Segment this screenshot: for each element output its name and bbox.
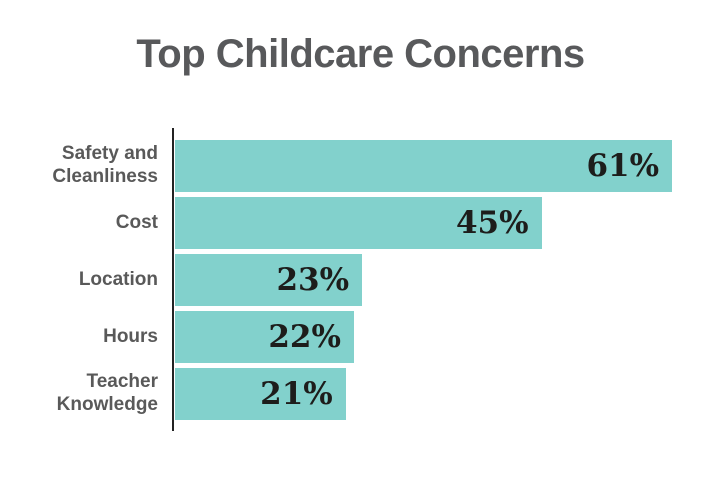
bar: 23% xyxy=(174,254,363,306)
bar-track: 21% xyxy=(174,368,721,420)
category-label: Cost xyxy=(115,211,158,233)
bar: 21% xyxy=(174,368,346,420)
bar: 22% xyxy=(174,311,354,363)
value-label: 21% xyxy=(260,376,333,412)
value-label: 22% xyxy=(268,319,341,355)
value-label: 45% xyxy=(455,205,529,241)
category-label: Hours xyxy=(103,325,158,347)
bar-track: 45% xyxy=(174,197,721,249)
bar-chart: Safety and Cleanliness 61% Cost 45% Loca… xyxy=(0,128,721,431)
bar: 45% xyxy=(174,197,542,249)
category-label: Location xyxy=(78,268,158,290)
chart-row: Cost 45% xyxy=(0,197,721,249)
bar-track: 22% xyxy=(174,311,721,363)
chart-row: Safety and Cleanliness 61% xyxy=(0,140,721,192)
chart-rows: Safety and Cleanliness 61% Cost 45% Loca… xyxy=(0,140,721,420)
value-label: 23% xyxy=(276,262,350,298)
bar: 61% xyxy=(174,140,673,192)
chart-title: Top Childcare Concerns xyxy=(136,32,585,76)
chart-row: Teacher Knowledge 21% xyxy=(0,368,721,420)
bar-track: 23% xyxy=(174,254,721,306)
category-label: Safety and Cleanliness xyxy=(52,143,158,187)
bar-track: 61% xyxy=(174,140,721,192)
chart-row: Location 23% xyxy=(0,254,721,306)
chart-row: Hours 22% xyxy=(0,311,721,363)
category-label: Teacher Knowledge xyxy=(56,371,158,415)
y-axis-line xyxy=(172,128,174,431)
value-label: 61% xyxy=(586,148,660,184)
